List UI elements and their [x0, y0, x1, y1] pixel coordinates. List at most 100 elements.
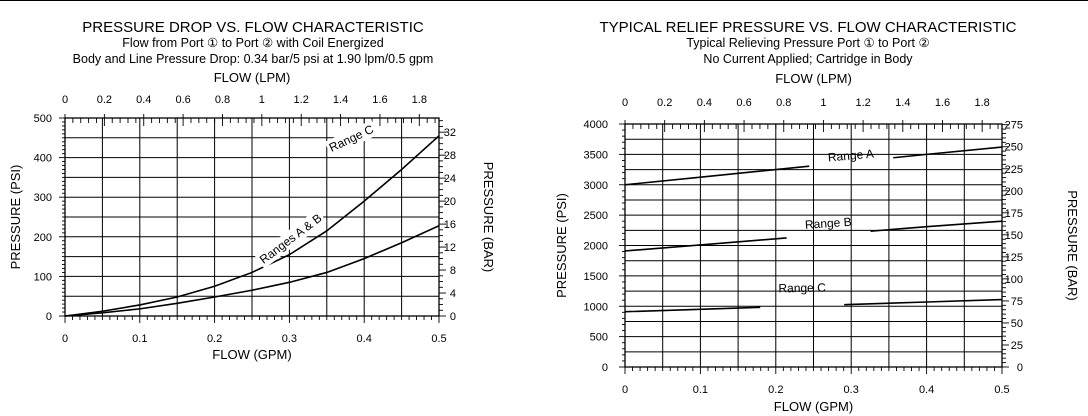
series-label: Range B [805, 215, 853, 232]
x-tick-label: 0.1 [132, 333, 147, 345]
series-line [870, 220, 1003, 232]
x2-tick-label: 1 [820, 97, 826, 109]
y-tick-label: 3000 [584, 180, 608, 192]
x2-tick-label: 1.4 [333, 94, 348, 106]
y2-tick-label: 25 [1011, 340, 1023, 352]
y2-tick-label: 28 [444, 150, 456, 162]
series-line [624, 237, 787, 252]
series-label-background [254, 208, 327, 269]
series-line [624, 165, 810, 186]
y-axis-label: PRESSURE (PSI) [554, 193, 569, 298]
y-tick-label: 2000 [584, 241, 608, 253]
x-tick-label: 0 [62, 333, 68, 345]
chart-subtitle: No Current Applied; Cartridge in Body [703, 52, 913, 66]
y2-tick-label: 250 [1005, 142, 1023, 154]
x2-tick-label: 0.8 [776, 97, 791, 109]
chart-subtitle: Body and Line Pressure Drop: 0.34 bar/5 … [73, 52, 434, 66]
y2-tick-label: 12 [444, 242, 456, 254]
chart-title: PRESSURE DROP VS. FLOW CHARACTERISTIC [82, 19, 424, 36]
x2-tick-label: 0.2 [97, 94, 112, 106]
y2-tick-label: 100 [1005, 274, 1023, 286]
x2-tick-label: 0 [62, 94, 68, 106]
x-tick-label: 0.4 [357, 333, 372, 345]
y2-tick-label: 200 [1005, 186, 1023, 198]
x2-tick-label: 1.6 [372, 94, 387, 106]
x-tick-label: 0.5 [431, 333, 446, 345]
x2-tick-label: 1.6 [935, 97, 950, 109]
x2-axis-label: FLOW (LPM) [775, 71, 852, 86]
y2-tick-label: 50 [1011, 318, 1023, 330]
x-tick-label: 0.5 [994, 384, 1009, 396]
y-tick-label: 500 [34, 113, 52, 125]
series-line [624, 306, 761, 313]
x-tick-label: 0.1 [693, 384, 708, 396]
chart-title: TYPICAL RELIEF PRESSURE VS. FLOW CHARACT… [599, 19, 1016, 36]
y2-tick-label: 0 [1017, 362, 1023, 374]
series-label: Range C [778, 281, 826, 296]
y2-axis-label: PRESSURE (BAR) [1065, 190, 1080, 301]
x2-tick-label: 0.6 [736, 97, 751, 109]
series-line [844, 298, 1003, 306]
x-axis-label: FLOW (GPM) [212, 347, 291, 362]
y-tick-label: 2500 [584, 210, 608, 222]
series-label: Range A [827, 147, 874, 165]
x2-tick-label: 0.4 [697, 97, 712, 109]
top-border-line [0, 0, 1088, 1]
y2-tick-label: 125 [1005, 252, 1023, 264]
y-tick-label: 1000 [584, 301, 608, 313]
y2-tick-label: 4 [450, 288, 456, 300]
y-tick-label: 200 [34, 232, 52, 244]
x-tick-label: 0.2 [768, 384, 783, 396]
x2-tick-label: 1.8 [975, 97, 990, 109]
y-tick-label: 500 [590, 332, 608, 344]
y-tick-label: 3500 [584, 149, 608, 161]
x2-tick-label: 1.4 [895, 97, 910, 109]
x2-axis-label: FLOW (LPM) [214, 70, 291, 85]
x2-tick-label: 0.4 [136, 94, 151, 106]
y2-tick-label: 20 [444, 196, 456, 208]
series-line [64, 135, 440, 317]
x-tick-label: 0.2 [207, 333, 222, 345]
x2-tick-label: 0.6 [175, 94, 190, 106]
y2-tick-label: 75 [1011, 296, 1023, 308]
y2-tick-label: 150 [1005, 230, 1023, 242]
y2-tick-label: 275 [1005, 120, 1023, 132]
y-tick-label: 100 [34, 271, 52, 283]
y2-tick-label: 8 [450, 265, 456, 277]
y2-tick-label: 24 [444, 173, 456, 185]
y-tick-label: 300 [34, 192, 52, 204]
y-axis-label: PRESSURE (PSI) [8, 165, 23, 270]
x-tick-label: 0.4 [919, 384, 934, 396]
series-line [64, 224, 440, 317]
x2-tick-label: 1.2 [294, 94, 309, 106]
y2-tick-label: 225 [1005, 164, 1023, 176]
y2-tick-label: 175 [1005, 208, 1023, 220]
series-label-background [324, 120, 379, 157]
y-tick-label: 4000 [584, 119, 608, 131]
x-tick-label: 0.3 [844, 384, 859, 396]
y2-axis-label: PRESSURE (BAR) [481, 162, 496, 273]
x2-tick-label: 1.8 [412, 94, 427, 106]
x2-tick-label: 1.2 [855, 97, 870, 109]
y-tick-label: 400 [34, 153, 52, 165]
x2-tick-label: 0.8 [215, 94, 230, 106]
y2-tick-label: 0 [450, 311, 456, 323]
x-tick-label: 0.3 [282, 333, 297, 345]
x2-tick-label: 1 [259, 94, 265, 106]
x2-tick-label: 0 [622, 97, 628, 109]
grid [625, 124, 1002, 367]
y-tick-label: 0 [46, 311, 52, 323]
y2-tick-label: 16 [444, 219, 456, 231]
y-tick-label: 1500 [584, 271, 608, 283]
axis-ticks [619, 120, 1009, 374]
axis-ticks [59, 114, 446, 323]
x2-tick-label: 0.2 [657, 97, 672, 109]
x-axis-label: FLOW (GPM) [774, 399, 853, 414]
series-line [893, 146, 1003, 159]
chart-subtitle: Typical Relieving Pressure Port ① to Por… [686, 36, 929, 50]
y2-tick-label: 32 [444, 127, 456, 139]
chart-subtitle: Flow from Port ① to Port ② with Coil Ene… [122, 36, 383, 50]
y-tick-label: 0 [602, 362, 608, 374]
